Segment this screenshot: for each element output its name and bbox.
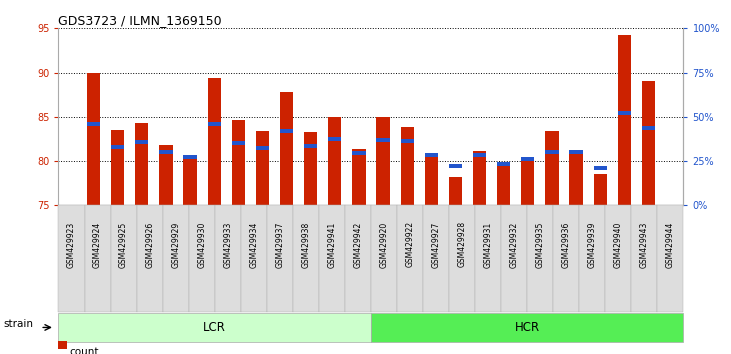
Bar <box>111 130 124 205</box>
Text: GSM429933: GSM429933 <box>223 221 232 268</box>
Text: GSM429925: GSM429925 <box>119 221 128 268</box>
Text: GSM429927: GSM429927 <box>431 221 441 268</box>
Bar <box>328 137 341 141</box>
Text: GSM429922: GSM429922 <box>406 221 414 267</box>
Bar <box>280 129 293 133</box>
Bar <box>159 145 173 205</box>
Text: GSM429924: GSM429924 <box>93 221 102 268</box>
Bar <box>569 150 583 154</box>
Text: strain: strain <box>4 319 34 329</box>
Bar <box>376 138 390 142</box>
Bar <box>497 162 510 166</box>
Text: count: count <box>69 347 99 354</box>
Bar <box>135 140 148 144</box>
Bar <box>569 149 583 205</box>
Text: LCR: LCR <box>203 321 226 334</box>
Bar <box>401 126 414 205</box>
Bar <box>618 35 631 205</box>
Bar <box>449 177 462 205</box>
Bar <box>159 150 173 154</box>
Text: GSM429941: GSM429941 <box>327 221 336 268</box>
Bar <box>304 144 317 148</box>
Text: GSM429935: GSM429935 <box>536 221 545 268</box>
Bar <box>425 155 438 205</box>
Bar <box>208 122 221 126</box>
Text: HCR: HCR <box>515 321 539 334</box>
Bar <box>594 174 607 205</box>
Bar <box>135 123 148 205</box>
Bar <box>642 126 655 130</box>
Bar <box>183 155 197 205</box>
Bar <box>111 145 124 149</box>
Bar <box>376 117 390 205</box>
Bar <box>401 139 414 143</box>
Bar <box>425 153 438 156</box>
Bar <box>473 153 486 156</box>
Text: GSM429926: GSM429926 <box>145 221 154 268</box>
Text: GSM429937: GSM429937 <box>276 221 284 268</box>
Bar <box>594 166 607 170</box>
Text: GSM429928: GSM429928 <box>458 221 466 267</box>
Text: GSM429930: GSM429930 <box>197 221 206 268</box>
Text: GSM429923: GSM429923 <box>67 221 76 268</box>
Bar <box>304 132 317 205</box>
Bar <box>208 78 221 205</box>
Text: GSM429938: GSM429938 <box>301 221 311 268</box>
Text: GSM429939: GSM429939 <box>588 221 596 268</box>
Bar <box>449 164 462 168</box>
Bar <box>183 155 197 159</box>
Bar <box>521 157 534 161</box>
Bar <box>232 120 245 205</box>
Bar <box>352 151 366 155</box>
Text: GSM429929: GSM429929 <box>171 221 180 268</box>
Bar <box>87 73 100 205</box>
Bar <box>352 149 366 205</box>
Bar <box>545 150 558 154</box>
Text: GSM429943: GSM429943 <box>640 221 649 268</box>
Text: GDS3723 / ILMN_1369150: GDS3723 / ILMN_1369150 <box>58 14 222 27</box>
Bar <box>545 131 558 205</box>
Bar <box>473 151 486 205</box>
Bar <box>256 131 269 205</box>
Text: GSM429944: GSM429944 <box>666 221 675 268</box>
Bar <box>497 165 510 205</box>
Bar <box>256 145 269 149</box>
Bar <box>87 122 100 126</box>
Text: GSM429936: GSM429936 <box>562 221 571 268</box>
Bar <box>232 141 245 145</box>
Bar <box>328 117 341 205</box>
Text: GSM429942: GSM429942 <box>354 221 363 268</box>
Text: GSM429932: GSM429932 <box>510 221 519 268</box>
Text: GSM429940: GSM429940 <box>614 221 623 268</box>
Text: GSM429920: GSM429920 <box>379 221 388 268</box>
Bar <box>618 111 631 115</box>
Text: GSM429931: GSM429931 <box>484 221 493 268</box>
Text: GSM429934: GSM429934 <box>249 221 258 268</box>
Bar <box>521 160 534 205</box>
Bar <box>642 81 655 205</box>
Bar <box>280 92 293 205</box>
